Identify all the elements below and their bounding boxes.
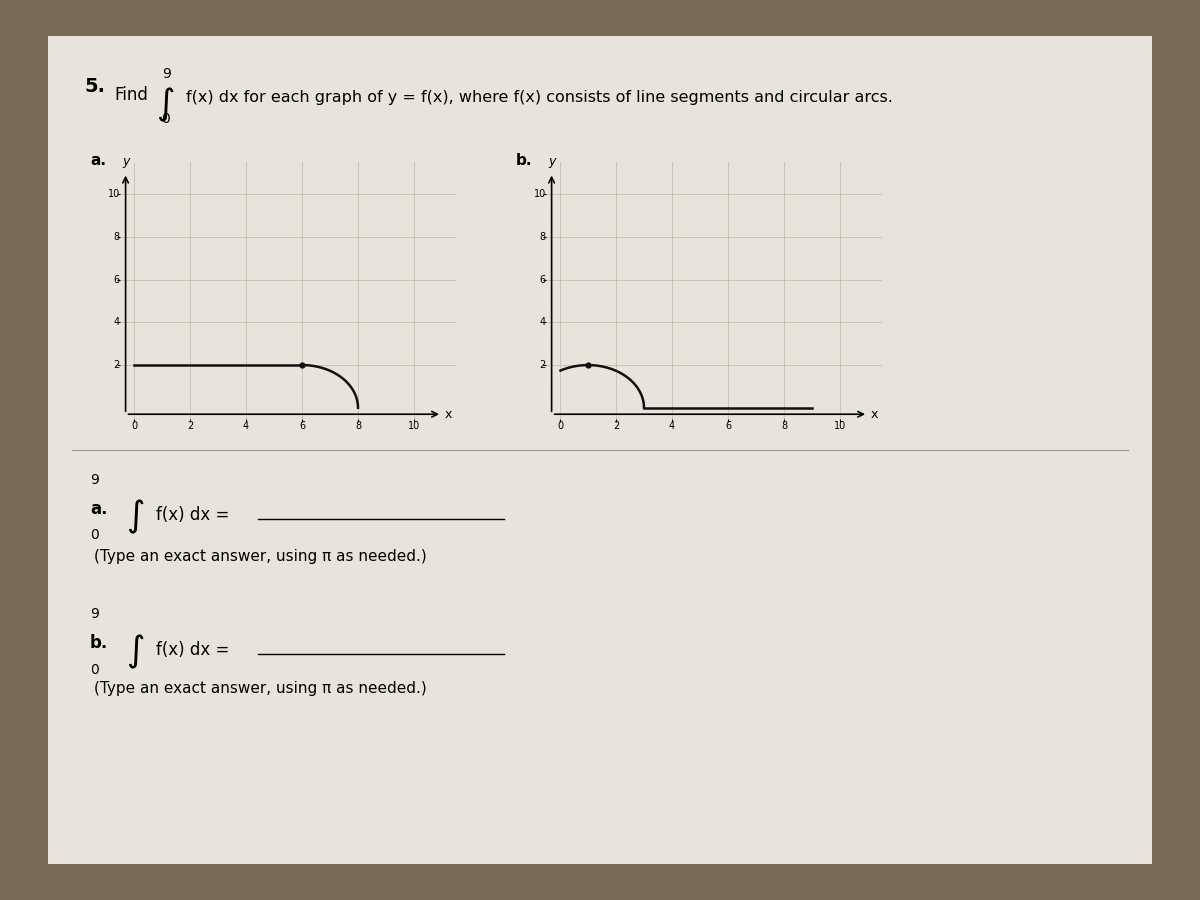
Text: b.: b.: [516, 153, 533, 168]
Text: $\int$: $\int$: [126, 498, 144, 536]
Text: 8: 8: [540, 232, 546, 242]
Text: 5.: 5.: [84, 76, 106, 95]
Text: 9: 9: [90, 608, 98, 622]
Text: b.: b.: [90, 634, 108, 652]
Text: $\int$: $\int$: [156, 86, 174, 123]
Text: 0: 0: [557, 420, 563, 430]
Text: a.: a.: [90, 500, 108, 518]
Text: 9: 9: [90, 472, 98, 487]
Text: 6: 6: [540, 274, 546, 284]
Text: 6: 6: [299, 420, 305, 430]
Text: (Type an exact answer, using π as needed.): (Type an exact answer, using π as needed…: [94, 549, 426, 564]
Text: 8: 8: [114, 232, 120, 242]
Text: 10: 10: [534, 189, 546, 199]
Text: 2: 2: [540, 360, 546, 370]
Text: 4: 4: [668, 420, 676, 430]
Text: 4: 4: [540, 318, 546, 328]
Text: 0: 0: [131, 420, 137, 430]
Text: f(x) dx =: f(x) dx =: [156, 641, 229, 659]
Text: 2: 2: [114, 360, 120, 370]
Text: y: y: [548, 156, 556, 168]
Text: 2: 2: [187, 420, 193, 430]
Text: x: x: [871, 408, 878, 420]
Text: 2: 2: [613, 420, 619, 430]
Text: x: x: [445, 408, 452, 420]
Text: f(x) dx for each graph of y = f(x), where f(x) consists of line segments and cir: f(x) dx for each graph of y = f(x), wher…: [186, 90, 893, 105]
Text: 6: 6: [114, 274, 120, 284]
Text: 0: 0: [90, 663, 98, 678]
Text: 6: 6: [725, 420, 731, 430]
Text: 9: 9: [162, 68, 170, 82]
Text: 10: 10: [408, 420, 420, 430]
Text: 10: 10: [108, 189, 120, 199]
Text: 0: 0: [90, 528, 98, 543]
Text: 4: 4: [114, 318, 120, 328]
Text: f(x) dx =: f(x) dx =: [156, 506, 229, 524]
Text: Find: Find: [114, 86, 148, 104]
Text: a.: a.: [90, 153, 106, 168]
Text: 0: 0: [161, 112, 169, 126]
Text: 8: 8: [355, 420, 361, 430]
Text: 8: 8: [781, 420, 787, 430]
Text: (Type an exact answer, using π as needed.): (Type an exact answer, using π as needed…: [94, 681, 426, 697]
Text: $\int$: $\int$: [126, 633, 144, 670]
Text: y: y: [122, 156, 130, 168]
Text: 4: 4: [242, 420, 250, 430]
Text: 10: 10: [834, 420, 846, 430]
